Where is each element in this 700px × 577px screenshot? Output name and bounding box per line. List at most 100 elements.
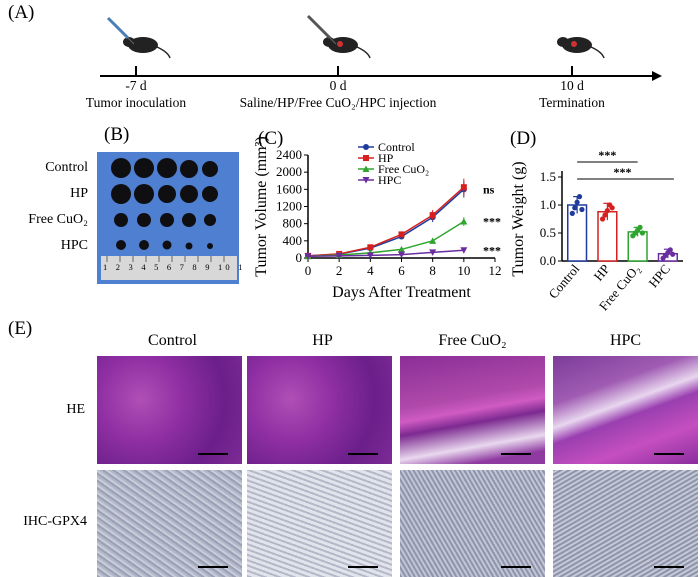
panel-label-e: (E) [8,318,33,339]
x-tick-label: HPC [645,261,673,290]
timeline-graphic [100,14,662,81]
data-point [460,247,468,254]
ruler-numbers: 1 2 3 4 5 6 7 8 9 10 1 [103,262,246,272]
panel-label-c: (C) [258,128,284,149]
data-point [572,205,578,211]
y-tick-label: 2400 [276,147,302,162]
data-point [398,231,405,238]
scale-bar [654,566,684,568]
data-point [429,249,437,256]
legend-label: HP [378,151,394,165]
series-line [307,220,465,258]
scale-bar [198,566,228,568]
y-tick-label: 400 [283,233,303,248]
y-axis-label: Tumor Weight (g) [510,161,527,276]
histology-col-label-control: Control [148,332,197,349]
histology-row-label-ihc-gpx4: IHC-GPX4 [23,514,87,529]
histology-ihc-control [97,470,242,577]
panel-label-d: (D) [510,128,537,149]
mouse-icon-1 [123,37,171,59]
data-point [637,224,643,230]
timeline-day-2: 0 d [329,78,347,93]
y-tick-label: 1.0 [540,197,556,212]
significance-label: *** [598,148,616,162]
syringe-icon-1 [106,16,135,45]
y-tick-label: 1.5 [540,169,556,184]
photo-row-label-control: Control [45,160,88,175]
histology-row-label-he: HE [66,402,85,417]
scale-bar [501,453,531,455]
y-tick-label: 800 [283,216,303,231]
y-axis-label: Tumor Volume (mm³) [253,136,270,277]
photo-row-label-hpc: HPC [60,238,88,253]
data-point [460,184,467,191]
y-tick-label: 1600 [276,181,302,196]
data-point [639,230,646,236]
histology-he-free-cuo2 [400,356,545,464]
x-tick-label: HP [590,261,612,283]
series-2 [304,217,468,260]
data-point [460,218,468,225]
data-point [574,199,580,205]
x-tick-label: 0 [305,263,312,278]
tumor-photo: 1 2 3 4 5 6 7 8 9 10 1 [97,152,242,284]
data-point [398,251,405,259]
panel-label-a: (A) [8,2,35,23]
x-axis-label: Days After Treatment [332,284,471,301]
histology-he-hpc [553,356,698,464]
syringe-icon-2 [306,14,337,45]
timeline-day-1: -7 d [125,78,147,93]
data-point [335,252,343,260]
x-tick-label: 2 [336,263,343,278]
legend-label: Free CuO₂ [378,162,429,176]
series-0 [305,181,467,259]
legend-label: HPC [378,173,401,187]
series-1 [305,178,467,259]
data-point [429,237,437,244]
data-point [670,251,676,257]
data-point [304,253,312,260]
x-tick-label: 6 [398,263,405,278]
legend-label: Control [378,140,415,154]
significance-label: *** [614,165,632,179]
timeline-arrowhead [652,71,662,81]
scale-bar [348,566,378,568]
photo-row-label-hp: HP [70,186,88,201]
histology-ihc-hpc [553,470,698,577]
scale-bar [198,453,228,455]
series-line [307,188,465,257]
timeline-event-3: Termination [539,95,605,110]
significance-label: *** [483,243,501,257]
legend-marker [363,144,369,150]
x-tick-label: 12 [489,263,502,278]
x-tick-label: 4 [367,263,374,278]
legend-marker [362,165,370,172]
y-tick-label: 0 [296,250,303,265]
y-tick-label: 2000 [276,164,302,179]
scale-bar [348,453,378,455]
histology-ihc-hp [247,470,392,577]
histology-he-hp [247,356,392,464]
series-line [307,249,464,258]
data-point [429,212,436,219]
x-tick-label: 10 [457,263,470,278]
y-tick-label: 0.0 [540,253,556,268]
histology-col-label-free-cuo2: Free CuO₂ [438,332,507,349]
legend-marker [362,177,370,184]
mouse-icon-2 [323,37,371,59]
histology-he-control [97,356,242,464]
data-point [576,194,583,200]
histology-ihc-free-cuo2 [400,470,545,577]
mouse-icon-3 [557,37,605,59]
series-line [307,186,465,257]
y-tick-label: 1200 [276,199,302,214]
data-point [367,244,374,251]
histology-col-label-hp: HP [312,332,333,349]
data-point [602,212,608,218]
scale-bar [654,453,684,455]
histology-col-label-hpc: HPC [609,332,642,349]
data-point [609,205,615,211]
series-3 [304,247,468,260]
